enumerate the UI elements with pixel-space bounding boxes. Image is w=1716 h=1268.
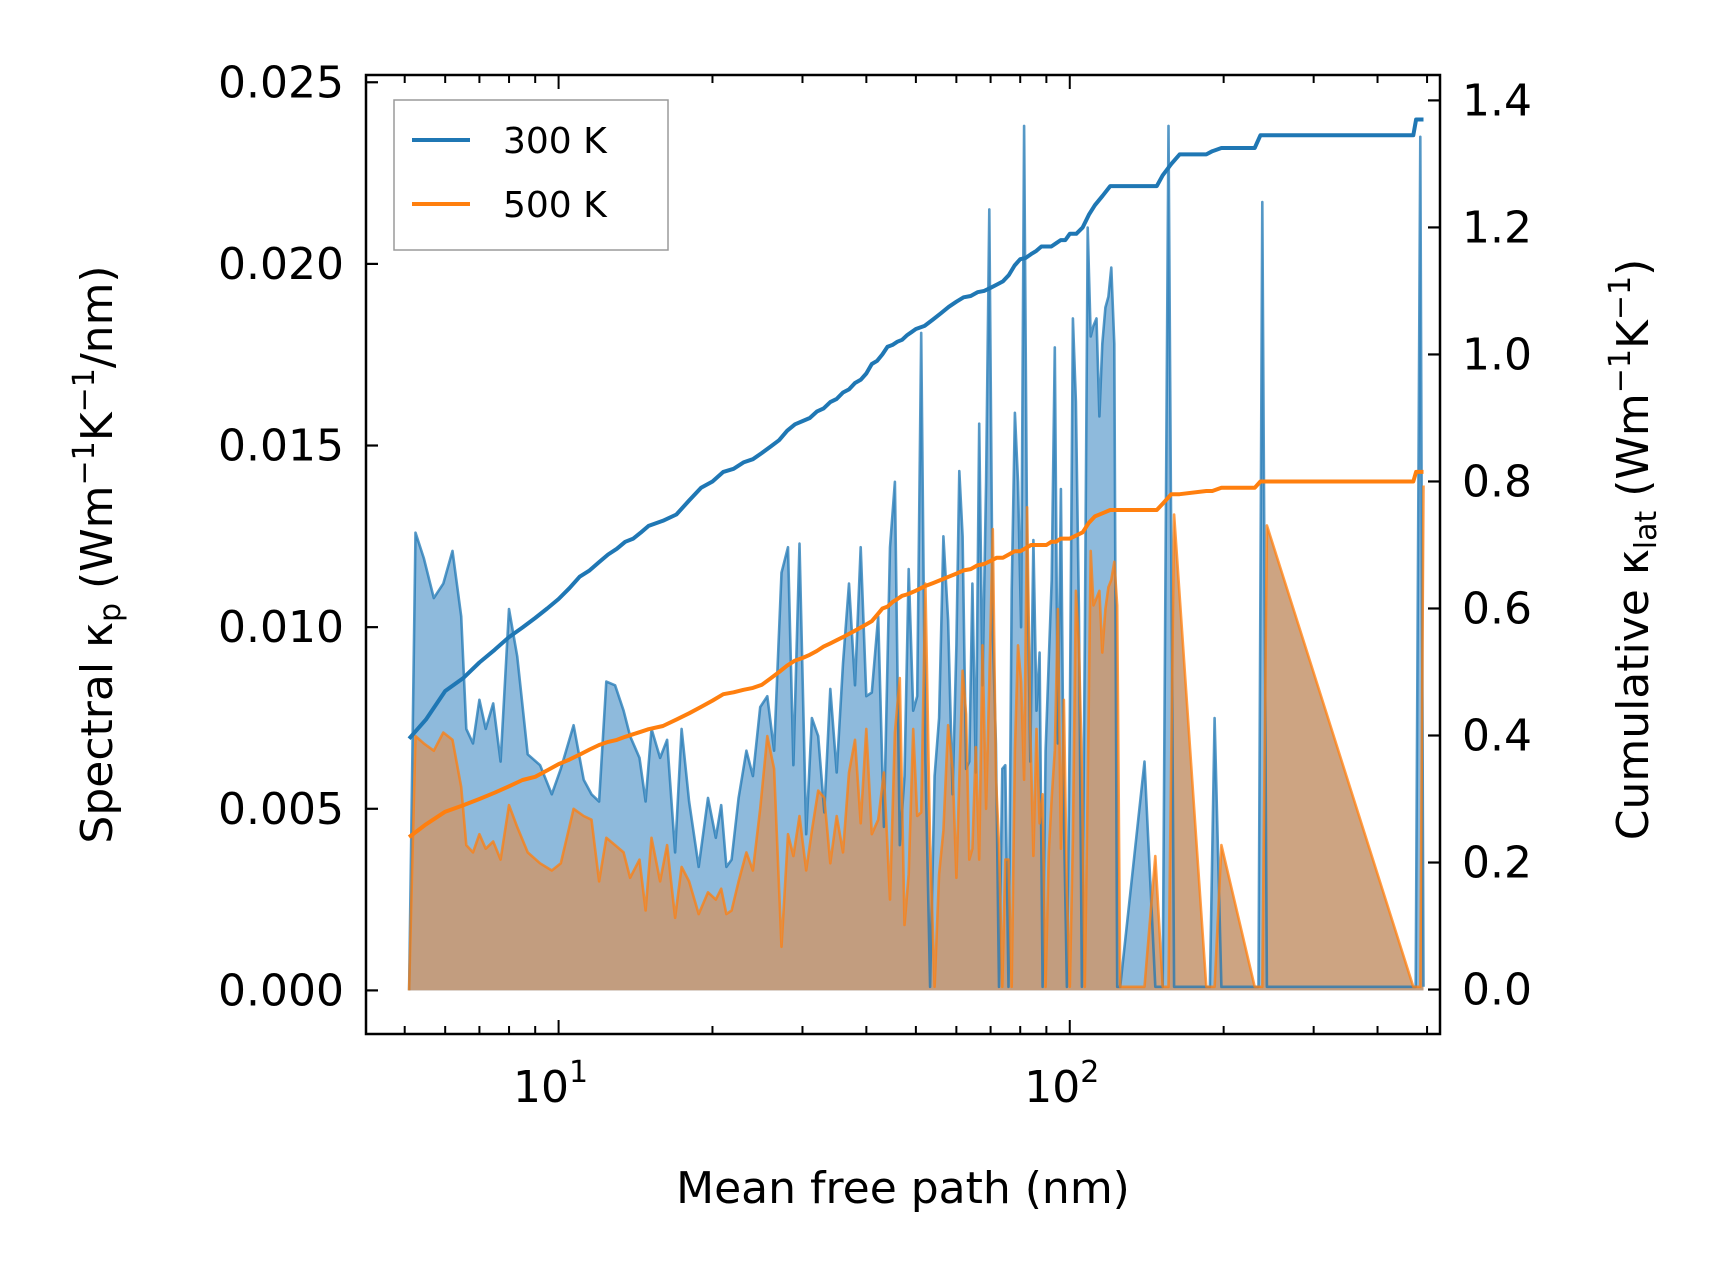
right-y-axis-label: Cumulative κlat (Wm−1K−1) xyxy=(1603,259,1664,841)
left-y-tick-label: 0.025 xyxy=(218,57,344,108)
spectral-line-500k xyxy=(407,485,1425,991)
right-y-tick-label: 1.2 xyxy=(1462,202,1532,253)
left-y-tick-label: 0.015 xyxy=(218,421,344,472)
plot-area xyxy=(407,117,1425,991)
legend-box xyxy=(393,99,669,251)
right-y-tick-label: 1.0 xyxy=(1462,329,1532,380)
left-y-tick-label: 0.000 xyxy=(218,965,344,1016)
left-y-tick-label: 0.020 xyxy=(218,239,344,290)
right-y-axis: 0.0 0.2 0.4 0.6 0.8 1.0 1.2 1.4 xyxy=(1428,75,1532,1016)
left-y-tick-label: 0.010 xyxy=(218,602,344,653)
cumulative-line-500k xyxy=(407,469,1424,839)
right-y-tick-label: 1.4 xyxy=(1462,75,1532,126)
right-y-tick-label: 0.4 xyxy=(1462,711,1532,762)
plot-frame xyxy=(364,73,1442,1036)
cumulative-line-300k xyxy=(407,117,1424,741)
x-tick-label: 101 xyxy=(513,1055,588,1113)
right-y-tick-label: 0.2 xyxy=(1462,838,1532,889)
legend: 300 K 500 K xyxy=(393,99,669,251)
spectral-area-500k xyxy=(409,485,1424,991)
right-y-sub: lat xyxy=(1629,511,1664,550)
left-y-sub: p xyxy=(93,603,128,622)
left-y-axis: 0.000 0.005 0.010 0.015 0.020 0.025 xyxy=(218,57,378,1016)
legend-label-300k: 300 K xyxy=(503,121,608,162)
right-y-tick-label: 0.0 xyxy=(1462,965,1532,1016)
left-y-axis-label: Spectral κp (Wm−1K−1/nm) xyxy=(67,265,128,843)
x-tick-label: 102 xyxy=(1024,1055,1099,1113)
spectral-line-300k xyxy=(407,124,1425,991)
legend-label-500k: 500 K xyxy=(503,185,608,226)
x-axis: 101 102 xyxy=(403,75,1429,1113)
x-axis-label: Mean free path (nm) xyxy=(676,1163,1130,1214)
right-y-tick-label: 0.8 xyxy=(1462,456,1532,507)
right-y-tick-label: 0.6 xyxy=(1462,583,1532,634)
left-y-tick-label: 0.005 xyxy=(218,784,344,835)
